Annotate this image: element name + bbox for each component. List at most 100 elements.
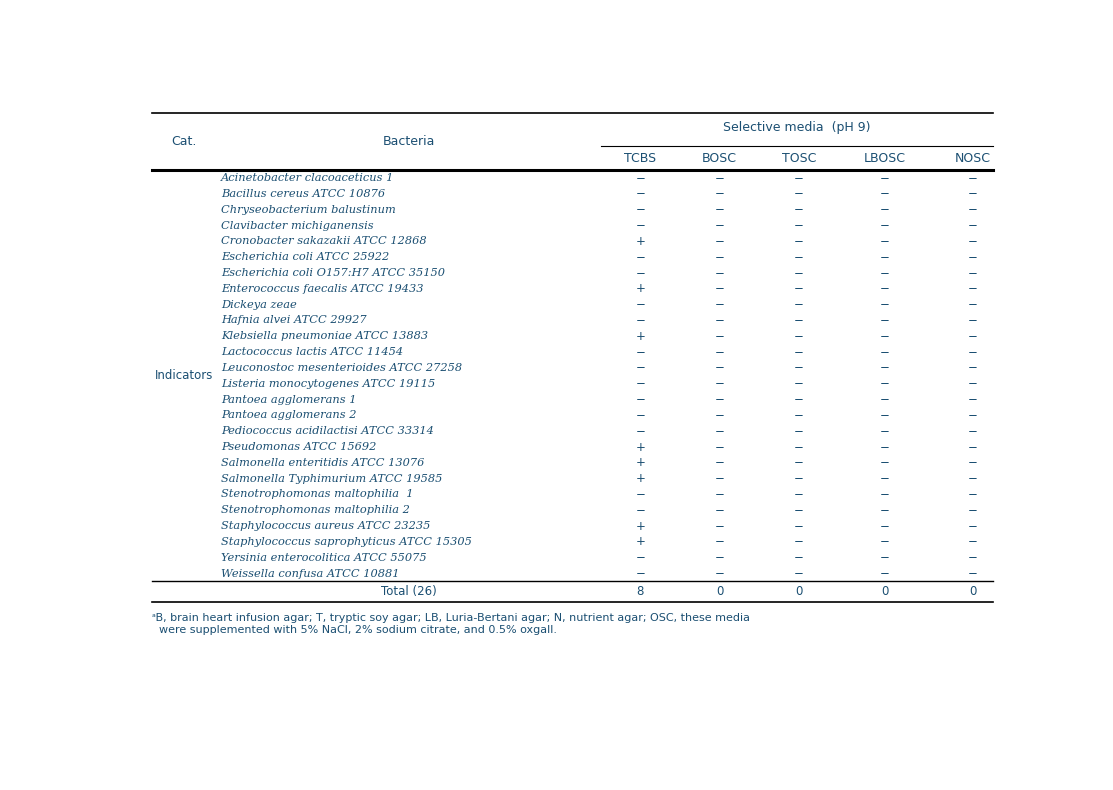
Text: −: − (636, 314, 646, 327)
Text: −: − (636, 567, 646, 580)
Text: −: − (968, 250, 977, 264)
Text: Acinetobacter clacoaceticus 1: Acinetobacter clacoaceticus 1 (221, 173, 394, 183)
Text: −: − (880, 298, 889, 311)
Text: −: − (794, 409, 804, 422)
Text: −: − (715, 235, 725, 248)
Text: −: − (715, 362, 725, 374)
Text: −: − (715, 378, 725, 390)
Text: −: − (636, 171, 646, 185)
Text: Cronobacter sakazakii ATCC 12868: Cronobacter sakazakii ATCC 12868 (221, 236, 426, 246)
Text: −: − (794, 250, 804, 264)
Text: Pantoea agglomerans 1: Pantoea agglomerans 1 (221, 394, 356, 404)
Text: −: − (715, 488, 725, 501)
Text: −: − (715, 393, 725, 406)
Text: Pseudomonas ATCC 15692: Pseudomonas ATCC 15692 (221, 442, 376, 452)
Text: −: − (794, 171, 804, 185)
Text: −: − (794, 551, 804, 564)
Text: Pediococcus acidilactisi ATCC 33314: Pediococcus acidilactisi ATCC 33314 (221, 426, 434, 436)
Text: −: − (968, 567, 977, 580)
Text: Selective media  (pH 9): Selective media (pH 9) (723, 122, 870, 134)
Text: −: − (880, 378, 889, 390)
Text: −: − (794, 329, 804, 343)
Text: −: − (968, 536, 977, 548)
Text: −: − (715, 520, 725, 532)
Text: −: − (880, 314, 889, 327)
Text: −: − (794, 441, 804, 453)
Text: 0: 0 (881, 585, 888, 598)
Text: −: − (715, 441, 725, 453)
Text: Stenotrophomonas maltophilia 2: Stenotrophomonas maltophilia 2 (221, 506, 410, 515)
Text: −: − (715, 219, 725, 232)
Text: −: − (968, 203, 977, 216)
Text: −: − (636, 250, 646, 264)
Text: −: − (880, 219, 889, 232)
Text: −: − (968, 472, 977, 485)
Text: −: − (636, 266, 646, 280)
Text: +: + (636, 536, 646, 548)
Text: −: − (968, 378, 977, 390)
Text: Indicators: Indicators (155, 370, 214, 382)
Text: Salmonella enteritidis ATCC 13076: Salmonella enteritidis ATCC 13076 (221, 458, 424, 468)
Text: −: − (880, 266, 889, 280)
Text: −: − (715, 567, 725, 580)
Text: ᵃ: ᵃ (152, 613, 156, 623)
Text: −: − (968, 314, 977, 327)
Text: −: − (880, 441, 889, 453)
Text: +: + (636, 282, 646, 295)
Text: Escherichia coli ATCC 25922: Escherichia coli ATCC 25922 (221, 252, 390, 262)
Text: Cat.: Cat. (171, 135, 197, 149)
Text: Salmonella Typhimurium ATCC 19585: Salmonella Typhimurium ATCC 19585 (221, 474, 443, 483)
Text: −: − (715, 504, 725, 517)
Text: −: − (968, 551, 977, 564)
Text: −: − (636, 488, 646, 501)
Text: −: − (968, 266, 977, 280)
Text: B, brain heart infusion agar; T, tryptic soy agar; LB, Luria-Bertani agar; N, nu: B, brain heart infusion agar; T, tryptic… (152, 613, 750, 634)
Text: −: − (880, 187, 889, 201)
Text: −: − (880, 409, 889, 422)
Text: TOSC: TOSC (781, 152, 816, 164)
Text: Clavibacter michiganensis: Clavibacter michiganensis (221, 220, 374, 231)
Text: −: − (880, 472, 889, 485)
Text: −: − (794, 504, 804, 517)
Text: −: − (715, 536, 725, 548)
Text: −: − (715, 329, 725, 343)
Text: −: − (968, 362, 977, 374)
Text: −: − (636, 298, 646, 311)
Text: Chryseobacterium balustinum: Chryseobacterium balustinum (221, 205, 396, 215)
Text: −: − (715, 250, 725, 264)
Text: +: + (636, 520, 646, 532)
Text: −: − (968, 488, 977, 501)
Text: −: − (794, 472, 804, 485)
Text: −: − (794, 393, 804, 406)
Text: +: + (636, 329, 646, 343)
Text: +: + (636, 235, 646, 248)
Text: −: − (880, 457, 889, 469)
Text: −: − (715, 203, 725, 216)
Text: −: − (880, 203, 889, 216)
Text: −: − (968, 457, 977, 469)
Text: −: − (715, 314, 725, 327)
Text: +: + (636, 472, 646, 485)
Text: −: − (636, 504, 646, 517)
Text: −: − (880, 567, 889, 580)
Text: −: − (968, 219, 977, 232)
Text: −: − (794, 314, 804, 327)
Text: −: − (794, 536, 804, 548)
Text: Listeria monocytogenes ATCC 19115: Listeria monocytogenes ATCC 19115 (221, 378, 435, 389)
Text: −: − (880, 362, 889, 374)
Text: −: − (880, 488, 889, 501)
Text: −: − (968, 187, 977, 201)
Text: −: − (715, 266, 725, 280)
Text: −: − (794, 567, 804, 580)
Text: −: − (636, 425, 646, 438)
Text: Hafnia alvei ATCC 29927: Hafnia alvei ATCC 29927 (221, 315, 366, 325)
Text: −: − (968, 393, 977, 406)
Text: −: − (636, 203, 646, 216)
Text: −: − (968, 409, 977, 422)
Text: −: − (880, 504, 889, 517)
Text: 0: 0 (796, 585, 802, 598)
Text: −: − (880, 425, 889, 438)
Text: −: − (794, 187, 804, 201)
Text: −: − (636, 345, 646, 359)
Text: Staphylococcus saprophyticus ATCC 15305: Staphylococcus saprophyticus ATCC 15305 (221, 537, 472, 547)
